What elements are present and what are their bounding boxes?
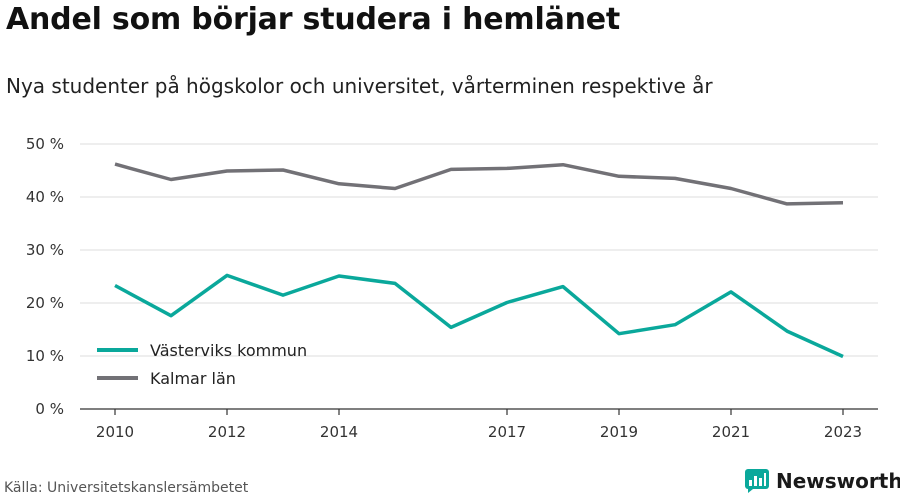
legend-label: Kalmar län — [150, 369, 236, 388]
y-tick-label: 50 % — [26, 135, 64, 153]
chart-title: Andel som börjar studera i hemlänet — [6, 2, 621, 37]
x-tick-label: 2010 — [96, 423, 134, 441]
source-note: Källa: Universitetskanslersämbetet — [4, 480, 249, 496]
x-tick-label: 2017 — [488, 423, 526, 441]
y-tick-label: 0 % — [35, 400, 64, 418]
x-tick-label: 2012 — [208, 423, 246, 441]
legend: Västerviks kommun Kalmar län — [97, 341, 307, 388]
newsworthy-logo-icon — [745, 469, 769, 493]
legend-label: Västerviks kommun — [150, 341, 307, 360]
x-axis: 2010 2012 2014 2017 2019 2021 2023 — [80, 408, 878, 441]
series-line-kalmar-lan — [114, 162, 844, 206]
y-axis-labels: 0 % 10 % 20 % 30 % 40 % 50 % — [26, 135, 64, 418]
y-tick-label: 20 % — [26, 294, 64, 312]
brand-logo: Newsworthy — [744, 468, 900, 494]
brand-name: Newsworthy — [776, 469, 900, 493]
chart-subtitle: Nya studenter på högskolor och universit… — [6, 74, 713, 98]
y-tick-label: 30 % — [26, 241, 64, 259]
x-tick-label: 2019 — [600, 423, 638, 441]
x-tick-label: 2023 — [824, 423, 862, 441]
line-chart: 0 % 10 % 20 % 30 % 40 % 50 % 2010 2012 2014 2017… — [26, 135, 878, 441]
series-lines — [114, 162, 844, 359]
y-tick-label: 10 % — [26, 347, 64, 365]
series-line-vasterviks-kommun — [114, 273, 844, 359]
y-tick-label: 40 % — [26, 188, 64, 206]
x-tick-label: 2021 — [712, 423, 750, 441]
x-tick-label: 2014 — [320, 423, 358, 441]
